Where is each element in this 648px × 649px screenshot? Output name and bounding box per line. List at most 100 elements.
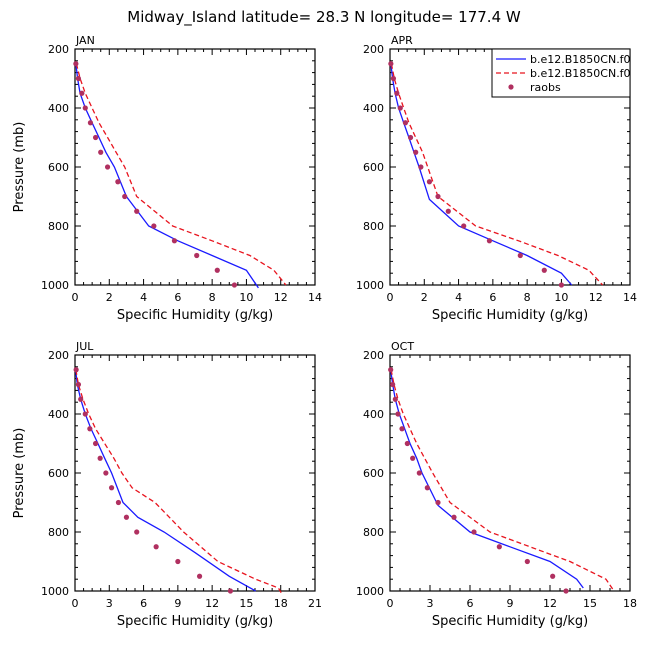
x-tick-label: 21: [308, 597, 322, 610]
panel-title: APR: [391, 34, 413, 47]
raobs-point: [550, 573, 556, 579]
x-tick-label: 18: [623, 597, 637, 610]
panel-title: JAN: [75, 34, 95, 47]
raobs-point: [435, 499, 441, 506]
x-tick-label: 3: [106, 597, 113, 610]
y-tick-label: 1000: [356, 585, 384, 598]
raobs-point: [134, 529, 140, 535]
raobs-point: [388, 367, 394, 373]
raobs-point: [486, 238, 493, 244]
series-line-dashed: [75, 369, 283, 595]
raobs-point: [413, 149, 419, 155]
raobs-point: [151, 223, 157, 229]
series-line-solid: [74, 369, 256, 592]
plot-frame: [74, 48, 316, 286]
raobs-point: [451, 514, 457, 520]
raobs-point: [418, 164, 424, 170]
y-tick-label: 600: [48, 467, 69, 480]
x-tick-label: 10: [554, 291, 568, 304]
x-tick-label: 12: [543, 597, 557, 610]
raobs-point: [115, 499, 122, 506]
y-axis-label: Pressure (mb): [12, 428, 27, 519]
raobs-point: [73, 61, 79, 67]
raobs-point: [82, 105, 88, 111]
raobs-point: [402, 120, 409, 126]
x-tick-label: 2: [106, 291, 113, 304]
raobs-point: [399, 426, 405, 432]
x-tick-label: 0: [387, 597, 394, 610]
raobs-point: [445, 208, 451, 214]
x-tick-label: 8: [524, 291, 531, 304]
raobs-point: [231, 282, 238, 288]
x-tick-label: 18: [274, 597, 288, 610]
raobs-point: [410, 455, 416, 461]
y-tick-label: 400: [48, 102, 69, 115]
y-tick-label: 400: [48, 408, 69, 421]
x-tick-label: 12: [205, 597, 219, 610]
raobs-point: [122, 193, 128, 200]
raobs-point: [98, 149, 104, 155]
legend-label: raobs: [530, 81, 561, 94]
y-tick-label: 1000: [41, 279, 69, 292]
x-tick-label: 0: [72, 291, 79, 304]
raobs-point: [517, 252, 523, 259]
raobs-point: [461, 223, 467, 229]
raobs-point: [75, 381, 82, 388]
raobs-point: [214, 267, 220, 273]
series-line-solid: [75, 63, 259, 289]
raobs-point: [541, 267, 547, 273]
raobs-point: [123, 514, 130, 520]
raobs-point: [134, 208, 140, 214]
x-axis-label: Specific Humidity (g/kg): [117, 308, 273, 323]
raobs-point: [153, 544, 159, 550]
y-tick-label: 1000: [356, 279, 384, 292]
raobs-point: [194, 252, 200, 259]
raobs-point: [87, 120, 94, 126]
x-tick-label: 0: [72, 597, 79, 610]
raobs-point: [103, 470, 109, 476]
raobs-point: [97, 455, 103, 461]
x-tick-label: 4: [140, 291, 147, 304]
y-tick-label: 800: [363, 526, 384, 539]
x-tick-label: 12: [589, 291, 603, 304]
x-tick-label: 6: [467, 597, 474, 610]
raobs-point: [73, 367, 79, 373]
raobs-point: [558, 282, 565, 288]
raobs-point: [471, 529, 477, 535]
legend-label: b.e12.B1850CN.f0: [530, 67, 631, 80]
raobs-point: [397, 105, 403, 111]
x-tick-label: 14: [623, 291, 637, 304]
raobs-point: [404, 440, 410, 447]
panel-oct: 0 3 6 9 12 15 18 200 400 600 800 1000 OCT Specific Hu…: [356, 340, 637, 629]
series-line-dashed: [390, 369, 615, 592]
x-tick-label: 0: [387, 291, 394, 304]
x-tick-label: 2: [421, 291, 428, 304]
raobs-point: [92, 440, 99, 447]
x-tick-label: 15: [583, 597, 597, 610]
x-tick-label: 4: [455, 291, 462, 304]
raobs-point: [87, 426, 93, 432]
raobs-point: [563, 588, 569, 594]
panel-title: JUL: [75, 340, 94, 353]
x-tick-label: 9: [507, 597, 514, 610]
y-tick-label: 400: [363, 408, 384, 421]
panel-apr: 0 2 4 6 8 10 12 14 200 400 600 800 1000 APR Specific H…: [356, 34, 637, 323]
raobs-point: [390, 75, 397, 82]
y-tick-label: 600: [363, 161, 384, 174]
y-tick-label: 400: [363, 102, 384, 115]
raobs-point: [108, 485, 115, 491]
raobs-point: [92, 134, 99, 141]
x-tick-label: 8: [209, 291, 216, 304]
panel-jul: 0 3 6 9 12 15 18 21 200 400 600 800 1000 JUL Specific …: [12, 340, 322, 629]
raobs-point: [390, 381, 396, 388]
raobs-point: [227, 588, 234, 594]
panels-group: 0 2 4 6 8 10 12 14 2 0 0 400 600 800 1000 JAN Specific H…: [12, 34, 637, 629]
raobs-point: [78, 396, 84, 402]
raobs-point: [392, 396, 398, 402]
raobs-point: [496, 544, 502, 550]
x-tick-label: 15: [239, 597, 253, 610]
raobs-point: [79, 90, 85, 96]
panel-title: OCT: [391, 340, 414, 353]
x-axis-label: Specific Humidity (g/kg): [117, 614, 273, 629]
legend-label: b.e12.B1850CN.f0: [530, 53, 631, 66]
